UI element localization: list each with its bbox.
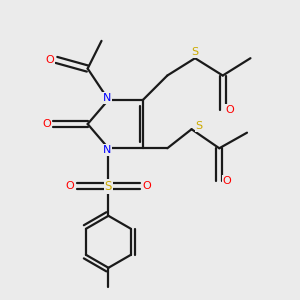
Text: O: O (143, 182, 152, 191)
Text: S: S (105, 180, 112, 193)
Text: N: N (103, 145, 111, 155)
Text: O: O (223, 176, 231, 186)
Text: O: O (42, 119, 51, 129)
Text: N: N (103, 93, 111, 103)
Text: O: O (46, 55, 55, 65)
Text: O: O (225, 105, 234, 115)
Text: S: S (196, 121, 203, 131)
Text: O: O (65, 182, 74, 191)
Text: S: S (191, 47, 199, 57)
